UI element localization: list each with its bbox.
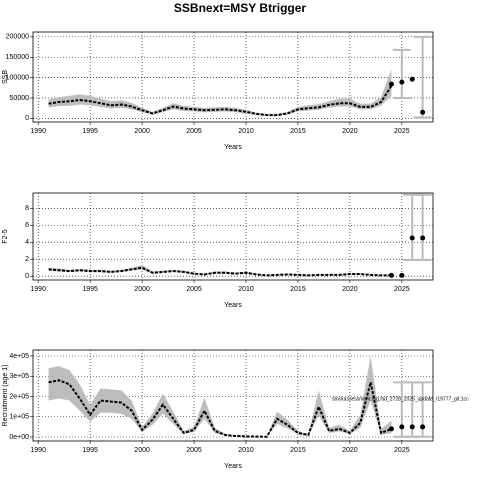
x-tick-label: 1995 [82,128,98,135]
x-tick-label: 1990 [30,128,46,135]
x-tick-label: 2025 [394,447,410,454]
chart-title: SSBnext=MSY Btrigger [174,1,306,15]
forecast-point [409,424,415,430]
x-tick-label: 2005 [186,128,202,135]
y-tick-label: 2e+05 [9,393,29,400]
forecast-point [388,81,394,87]
y-axis-label: SSB [2,70,9,84]
annotation: stockassessment.org,fsd_2728_2025_update… [332,396,469,402]
forecast-point [388,426,394,432]
x-tick-label: 2010 [238,128,254,135]
x-axis-label: Years [224,302,242,309]
estimate-line [48,379,392,438]
y-tick-label: 50000 [10,95,30,102]
y-axis-label: F2-5 [2,229,9,244]
plot-box [32,31,434,123]
forecast-point [420,424,426,430]
x-tick-label: 1990 [30,447,46,454]
confidence-band [48,69,392,116]
x-tick-label: 2025 [394,286,410,293]
y-tick-label: 6 [25,222,29,229]
y-tick-label: 1e+05 [9,414,29,421]
x-tick-label: 2005 [186,286,202,293]
plot-box [32,349,434,442]
x-tick-label: 2020 [342,128,358,135]
x-tick-label: 2020 [342,286,358,293]
x-tick-label: 2015 [290,128,306,135]
x-tick-label: 2000 [134,128,150,135]
x-axis-label: Years [224,463,242,470]
x-tick-label: 2000 [134,447,150,454]
x-tick-label: 2020 [342,447,358,454]
y-tick-label: 4e+05 [9,353,29,360]
forecast-point [399,79,405,85]
confidence-band [48,265,392,276]
x-tick-label: 1995 [82,447,98,454]
forecast-point [399,272,405,278]
x-tick-label: 2000 [134,286,150,293]
forecast-point [420,109,426,115]
y-tick-label: 4 [25,239,29,246]
x-tick-label: 2005 [186,447,202,454]
y-tick-label: 200000 [6,34,29,41]
y-tick-label: 8 [25,205,29,212]
x-tick-label: 2015 [290,447,306,454]
y-tick-label: 100000 [6,74,29,81]
plot-box [32,192,434,281]
x-tick-label: 1995 [82,286,98,293]
y-tick-label: 2 [25,256,29,263]
y-tick-label: 0 [25,273,29,280]
x-tick-label: 2010 [238,447,254,454]
x-tick-label: 2025 [394,128,410,135]
confidence-band [48,355,392,437]
y-axis-label: Recruitment (age 1) [2,365,9,427]
x-tick-label: 2010 [238,286,254,293]
forecast-point [388,272,394,278]
forecast-point [409,235,415,241]
forecast-point [399,424,405,430]
x-tick-label: 1990 [30,286,46,293]
y-tick-label: 0 [25,115,29,122]
forecast-point [420,235,426,241]
x-tick-label: 2015 [290,286,306,293]
x-axis-label: Years [224,144,242,151]
y-tick-label: 3e+05 [9,373,29,380]
estimate-line [48,266,392,277]
estimate-line [48,85,393,117]
y-tick-label: 150000 [6,54,29,61]
y-tick-label: 0e+00 [9,434,29,441]
forecast-point [409,76,415,82]
